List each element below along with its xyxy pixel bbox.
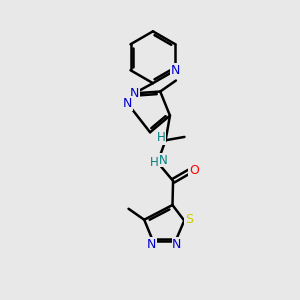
Text: N: N	[172, 238, 182, 251]
Text: N: N	[123, 97, 132, 110]
Text: N: N	[130, 87, 139, 100]
Text: H: H	[150, 156, 159, 169]
Text: H: H	[157, 131, 166, 144]
Text: N: N	[147, 238, 156, 251]
Text: S: S	[185, 213, 193, 226]
Text: N: N	[159, 154, 168, 166]
Text: O: O	[189, 164, 199, 177]
Text: N: N	[171, 64, 180, 77]
